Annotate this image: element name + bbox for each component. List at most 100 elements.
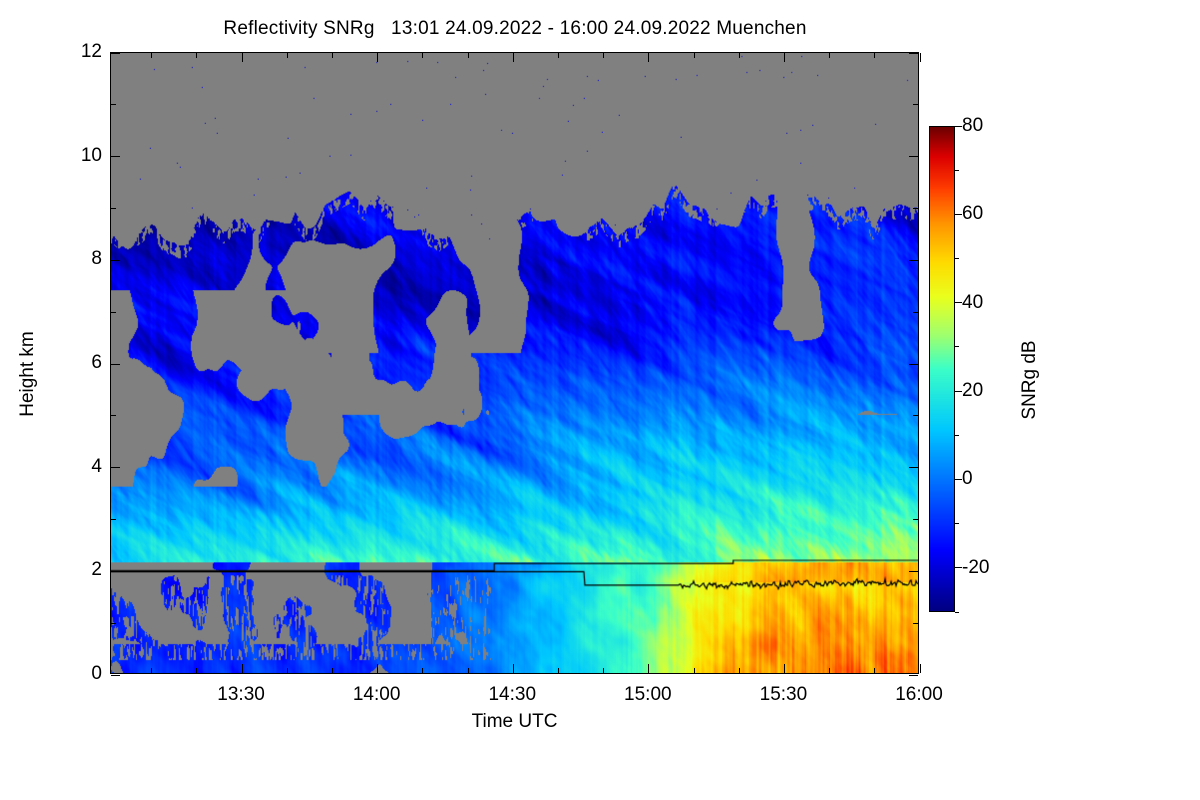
y-tick	[111, 674, 120, 676]
x-tick	[783, 664, 785, 673]
x-tick	[512, 664, 514, 673]
x-tick	[693, 53, 695, 58]
y-tick	[111, 156, 120, 158]
x-tick	[919, 664, 921, 673]
y-tick	[913, 519, 918, 520]
x-tick	[919, 53, 921, 62]
y-tick	[909, 467, 918, 469]
x-tick	[603, 668, 605, 673]
y-tick	[913, 104, 918, 106]
y-tick	[111, 570, 120, 572]
y-tick	[111, 259, 120, 261]
x-tick	[829, 668, 831, 673]
colorbar-ticks	[955, 125, 969, 613]
colorbar-tick	[955, 478, 962, 480]
y-axis-title: Height km	[17, 331, 38, 417]
x-axis-title: Time UTC	[471, 711, 558, 732]
y-tick	[111, 415, 116, 417]
x-tick	[286, 53, 288, 58]
x-tick	[738, 53, 740, 58]
colorbar-tick	[955, 434, 959, 436]
colorbar-tick	[955, 125, 962, 127]
x-tick	[151, 53, 153, 58]
colorbar-tick	[955, 213, 962, 215]
y-tick	[111, 622, 116, 624]
x-tick	[648, 664, 650, 673]
y-tick	[909, 363, 918, 365]
x-tick	[557, 668, 559, 673]
x-tick	[874, 53, 876, 58]
x-tick	[196, 53, 198, 58]
y-tick-label: 10	[80, 144, 102, 166]
y-tick-label: 6	[91, 352, 102, 373]
y-tick	[111, 104, 116, 106]
x-tick	[512, 53, 514, 62]
y-tick	[111, 363, 120, 365]
colorbar-tick-label: 0	[962, 468, 973, 490]
x-tick	[196, 668, 198, 673]
x-tick	[693, 668, 695, 673]
y-tick	[909, 570, 918, 572]
x-tick	[241, 664, 243, 673]
x-tick-label: 13:30	[217, 684, 265, 705]
x-tick-label: 14:30	[488, 684, 537, 705]
x-tick	[241, 53, 243, 62]
y-tick	[909, 156, 918, 158]
y-tick-label: 8	[91, 248, 102, 270]
x-tick	[377, 664, 379, 673]
x-tick-label: 15:00	[624, 684, 672, 705]
x-axis-tick-labels: 13:30 14:00 14:30 15:00 15:30 16:00	[110, 684, 942, 710]
x-tick	[874, 668, 876, 673]
x-tick	[377, 53, 379, 62]
y-tick-label: 0	[91, 663, 102, 684]
x-tick	[557, 53, 559, 58]
colorbar-tick	[955, 390, 962, 392]
page-title: Reflectivity SNRg 13:01 24.09.2022 - 16:…	[223, 18, 807, 39]
y-tick	[111, 52, 120, 54]
x-tick	[648, 53, 650, 62]
colorbar-title: SNRg dB	[1019, 340, 1040, 420]
x-tick	[467, 53, 469, 58]
colorbar-tick-label: 40	[962, 291, 984, 313]
y-tick	[111, 311, 116, 313]
colorbar-tick	[955, 611, 959, 613]
colorbar-tick-label: -20	[962, 556, 990, 578]
y-tick	[913, 311, 918, 313]
y-tick	[909, 52, 918, 54]
x-tick	[467, 668, 469, 673]
x-tick	[331, 668, 333, 673]
y-tick	[913, 622, 918, 624]
colorbar-gradient	[930, 127, 954, 611]
x-tick-label: 15:30	[759, 684, 808, 705]
y-tick	[913, 208, 918, 209]
melting-layer-overlay	[111, 53, 918, 673]
y-tick-label: 12	[80, 41, 102, 62]
x-tick-label: 16:00	[895, 684, 943, 705]
y-tick	[111, 519, 116, 520]
y-tick-label: 2	[91, 559, 102, 581]
x-tick	[331, 53, 333, 58]
x-tick-label: 14:00	[352, 684, 401, 705]
x-tick	[422, 668, 424, 673]
colorbar-tick	[955, 346, 959, 348]
x-tick	[603, 53, 605, 58]
colorbar-tick-label: 20	[962, 380, 984, 402]
plot-area	[110, 52, 921, 676]
colorbar	[929, 126, 955, 612]
x-tick	[783, 53, 785, 62]
y-tick	[909, 259, 918, 261]
colorbar-tick-label: 60	[962, 203, 984, 225]
colorbar-tick	[955, 567, 962, 569]
y-axis-tick-labels: 0 2 4 6 8 10 12	[44, 41, 102, 684]
x-tick	[286, 668, 288, 673]
x-tick	[151, 668, 153, 673]
y-tick	[111, 208, 116, 209]
x-tick	[422, 53, 424, 58]
y-tick	[909, 674, 918, 676]
y-tick	[913, 415, 918, 417]
colorbar-tick	[955, 523, 959, 525]
y-tick-label: 4	[91, 455, 102, 477]
x-tick	[738, 668, 740, 673]
x-tick	[829, 53, 831, 58]
